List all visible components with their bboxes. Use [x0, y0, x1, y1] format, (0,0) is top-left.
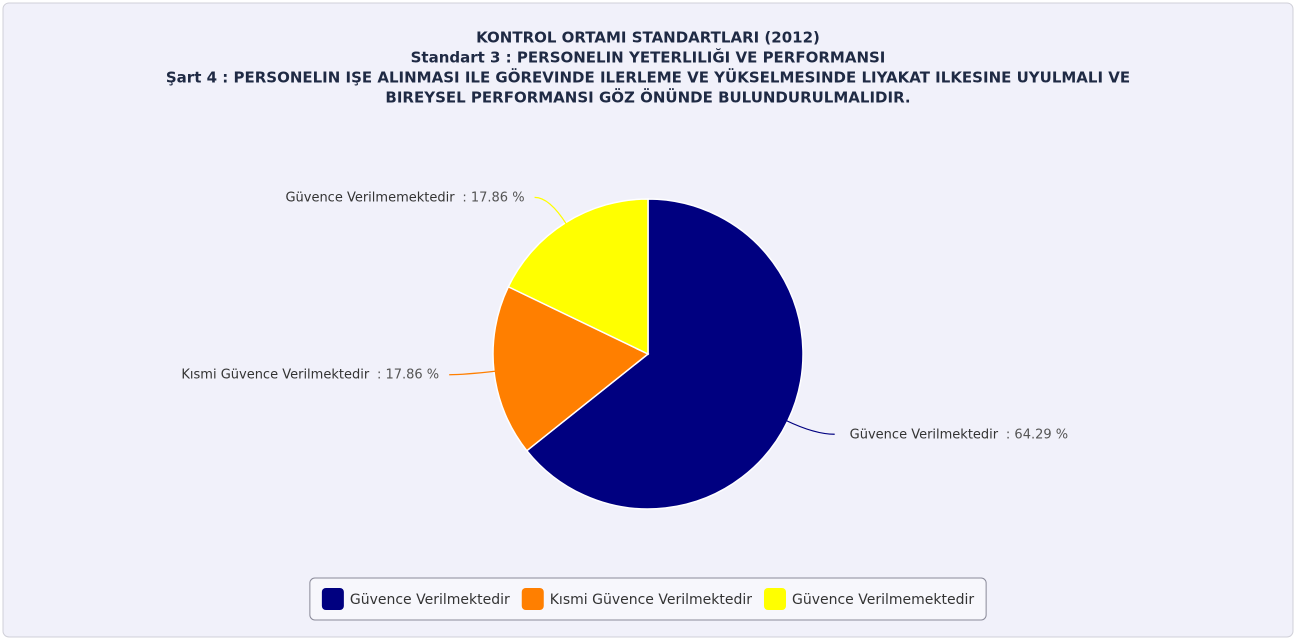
- data-label: Kısmi Güvence Verilmektedir : 17.86 %: [181, 367, 439, 382]
- chart-title: BIREYSEL PERFORMANSI GÖZ ÖNÜNDE BULUNDUR…: [385, 88, 910, 107]
- chart-title: Şart 4 : PERSONELIN IŞE ALINMASI ILE GÖR…: [166, 68, 1130, 87]
- legend-swatch: [763, 588, 786, 610]
- legend-label: Kısmi Güvence Verilmektedir: [550, 592, 752, 608]
- leader-line: [449, 370, 497, 376]
- data-label-value: : 17.86 %: [462, 190, 524, 205]
- legend-swatch: [521, 588, 544, 610]
- leader-line: [785, 419, 835, 435]
- data-label-name: Güvence Verilmektedir: [850, 427, 999, 442]
- data-label-name: Kısmi Güvence Verilmektedir: [181, 367, 369, 382]
- data-label: Güvence Verilmektedir : 64.29 %: [850, 427, 1068, 442]
- leader-line: [534, 196, 568, 225]
- legend-box: [309, 577, 987, 621]
- chart-title: Standart 3 : PERSONELIN YETERLILIĞI VE P…: [411, 48, 886, 67]
- chart-title: KONTROL ORTAMI STANDARTLARI (2012): [476, 29, 820, 47]
- data-label: Güvence Verilmemektedir : 17.86 %: [285, 190, 524, 205]
- legend: Güvence Verilmektedir Kısmi Güvence Veril…: [309, 577, 987, 621]
- legend-label: Güvence Verilmemektedir: [792, 592, 974, 608]
- legend-label: Güvence Verilmektedir: [350, 592, 510, 608]
- legend-swatch: [321, 588, 344, 610]
- data-label-value: : 64.29 %: [1006, 427, 1068, 442]
- data-label-value: : 17.86 %: [377, 367, 439, 382]
- data-label-name: Güvence Verilmemektedir: [285, 190, 455, 205]
